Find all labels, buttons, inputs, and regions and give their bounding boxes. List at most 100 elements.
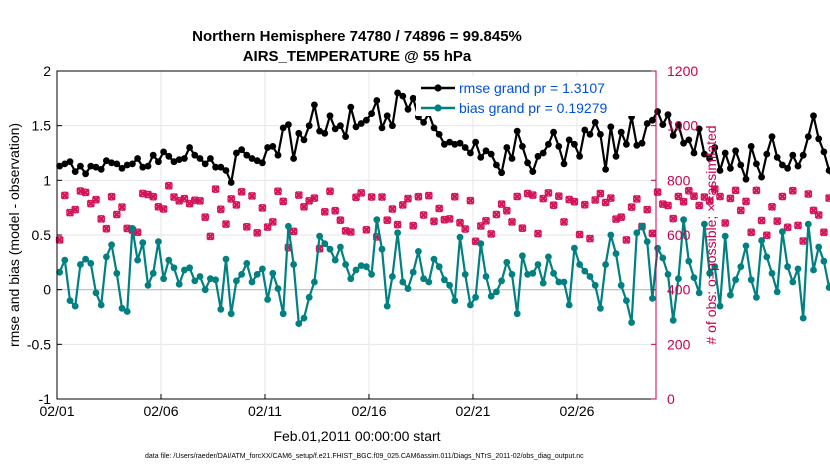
- obs-possible-point-126: [710, 185, 719, 194]
- rmse-point-74: [441, 140, 448, 148]
- bias-point-49: [311, 278, 318, 286]
- bias-point-75: [446, 281, 453, 289]
- bias-point-44: [285, 222, 292, 230]
- obs-assimilated-point-51: [320, 207, 329, 216]
- bias-point-53: [331, 256, 339, 264]
- bias-point-7: [92, 289, 100, 297]
- obs-assimilated-point-36: [242, 222, 251, 231]
- bias-point-111: [633, 229, 641, 237]
- obs-assimilated-point-69: [414, 192, 423, 201]
- obs-assimilated-point-93: [539, 194, 548, 203]
- rmse-point-87: [508, 155, 516, 162]
- rmse-point-100: [576, 152, 583, 160]
- obs-possible-point-79: [466, 196, 475, 205]
- obs-assimilated-point-92: [533, 229, 543, 238]
- rmse-point-148: [825, 167, 830, 174]
- rmse-point-70: [420, 119, 427, 126]
- obs-assimilated-point-73: [435, 204, 444, 213]
- obs-possible-point-134: [752, 186, 761, 195]
- obs-assimilated-point-83: [487, 229, 496, 238]
- x-tick-label-3: 02/16: [351, 403, 386, 419]
- y-tick-label-6: 2: [43, 63, 51, 79]
- obs-possible-point-66: [398, 200, 407, 209]
- bias-point-78: [461, 271, 469, 278]
- bias-point-23: [175, 280, 183, 288]
- rmse-point-144: [804, 133, 812, 141]
- obs-assimilated-point-47: [299, 202, 309, 211]
- bias-point-104: [597, 304, 604, 312]
- obs-assimilated-point-122: [689, 192, 699, 201]
- bias-point-86: [503, 258, 511, 266]
- obs-possible-point-86: [502, 206, 511, 215]
- rmse-point-140: [784, 164, 791, 172]
- obs-assimilated-point-23: [175, 196, 184, 205]
- rmse-point-147: [820, 148, 828, 156]
- rmse-point-4: [77, 162, 84, 170]
- y-right-tick-label-5: 1000: [667, 118, 698, 134]
- rmse-point-105: [602, 166, 609, 173]
- obs-possible-point-78: [461, 225, 470, 233]
- rmse-point-66: [399, 92, 407, 100]
- bias-point-70: [420, 275, 427, 283]
- obs-possible-point-70: [419, 211, 428, 219]
- bias-point-11: [113, 269, 121, 277]
- obs-possible-point-42: [274, 187, 282, 196]
- obs-possible-point-135: [757, 216, 766, 225]
- obs-assimilated-point-53: [331, 206, 340, 215]
- obs-assimilated-point-8: [97, 214, 106, 223]
- obs-assimilated-point-84: [492, 210, 501, 219]
- legend: rmse grand pr = 1.3107 bias grand pr = 0…: [416, 76, 650, 116]
- rmse-point-116: [659, 121, 667, 128]
- obs-possible-point-129: [726, 194, 735, 203]
- obs-assimilated-point-107: [611, 215, 621, 224]
- obs-assimilated-point-114: [648, 229, 657, 238]
- y-right-tick-label-3: 600: [667, 227, 691, 243]
- obs-possible-point-63: [383, 216, 392, 225]
- rmse-point-3: [71, 168, 79, 176]
- obs-assimilated-point-121: [684, 186, 693, 195]
- bias-point-110: [628, 319, 635, 326]
- obs-assimilated-point-123: [695, 201, 704, 210]
- obs-possible-point-57: [352, 193, 360, 202]
- bias-point-18: [149, 269, 157, 277]
- obs-possible-point-88: [513, 192, 522, 201]
- y-right-tick-label-2: 400: [667, 282, 691, 298]
- bias-point-29: [207, 275, 214, 283]
- rmse-point-118: [669, 132, 677, 139]
- rmse-point-42: [274, 151, 282, 159]
- obs-assimilated-point-146: [814, 210, 823, 220]
- bias-point-0: [56, 268, 63, 276]
- obs-possible-point-0: [55, 235, 64, 244]
- obs-assimilated-point-98: [565, 195, 574, 204]
- obs-possible-point-104: [596, 189, 605, 198]
- bias-point-126: [711, 263, 719, 271]
- bias-point-119: [675, 275, 682, 283]
- bias-point-41: [269, 269, 277, 277]
- obs-assimilated-point-35: [237, 187, 246, 196]
- rmse-point-146: [815, 135, 823, 143]
- bias-point-109: [623, 297, 630, 304]
- x-tick-label-0: 02/01: [39, 403, 74, 419]
- rmse-point-38: [253, 157, 261, 165]
- bias-point-113: [643, 238, 651, 246]
- obs-possible-point-122: [690, 192, 698, 201]
- y-right-tick-label-4: 800: [667, 172, 691, 188]
- rmse-point-64: [389, 122, 396, 130]
- rmse-point-47: [300, 136, 308, 144]
- y-axis-right-label: # of obs: o=possible; ×=assimilated: [703, 125, 719, 344]
- obs-assimilated-point-129: [726, 194, 735, 203]
- x-tick-label-4: 02/21: [455, 403, 490, 419]
- obs-assimilated-point-43: [279, 197, 288, 206]
- bias-point-13: [123, 308, 131, 315]
- bias-point-34: [233, 277, 240, 285]
- obs-possible-point-130: [731, 186, 740, 195]
- rmse-point-94: [545, 140, 552, 148]
- rmse-point-84: [493, 161, 500, 169]
- bias-point-94: [545, 253, 552, 261]
- bias-point-90: [524, 271, 531, 278]
- obs-possible-point-51: [320, 207, 329, 216]
- rmse-point-28: [201, 160, 209, 168]
- bias-point-133: [747, 276, 755, 284]
- obs-possible-point-100: [575, 230, 584, 239]
- obs-assimilated-point-134: [752, 186, 761, 195]
